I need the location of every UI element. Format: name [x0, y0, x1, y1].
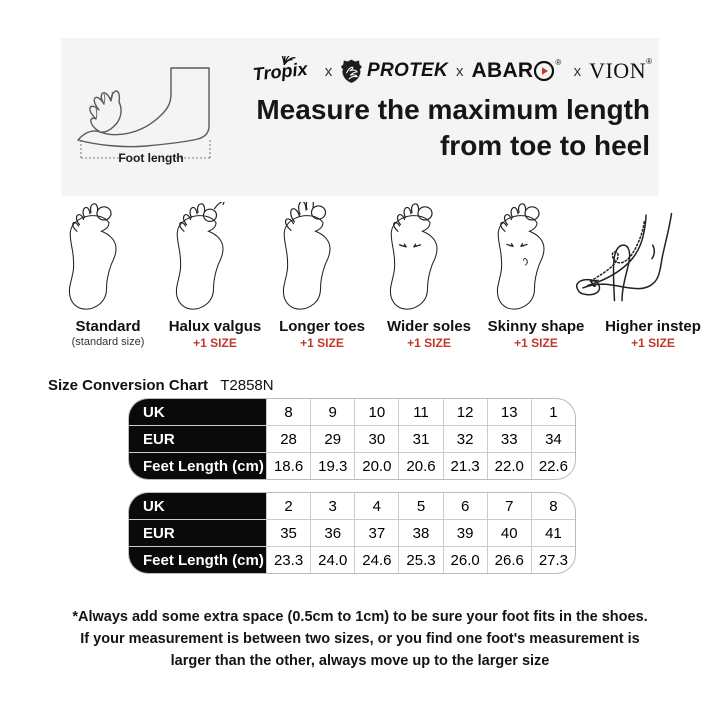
svg-text:Tropix: Tropix — [252, 59, 309, 85]
svg-text:Foot length: Foot length — [118, 151, 183, 165]
